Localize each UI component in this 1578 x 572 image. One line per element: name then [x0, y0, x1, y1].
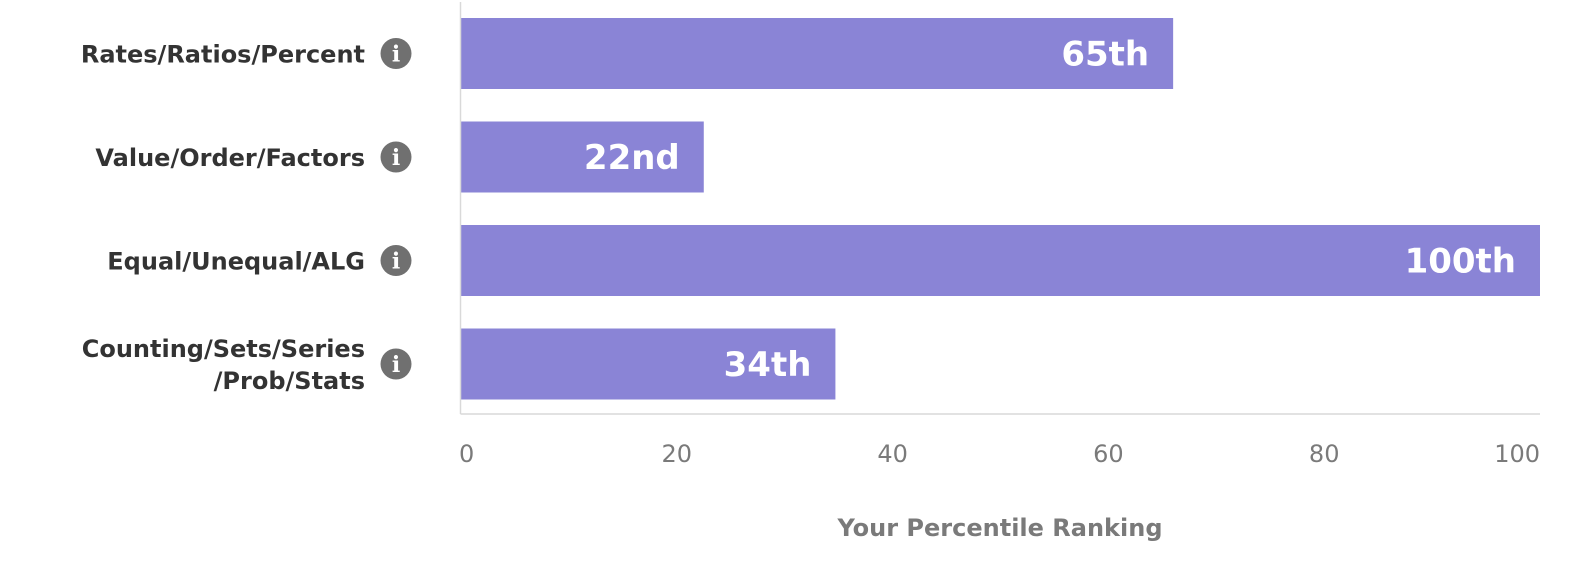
bar: [461, 225, 1540, 296]
category-label: Counting/Sets/Series/Prob/Stats: [82, 335, 365, 395]
svg-text:i: i: [392, 352, 400, 378]
labels-layer: 65th Rates/Ratios/Percent i 22nd Value/Order…: [81, 35, 1516, 396]
bar-value-label: 34th: [724, 345, 812, 385]
bar: [461, 328, 836, 400]
bar-value-label: 22nd: [584, 138, 680, 178]
svg-text:i: i: [392, 145, 400, 171]
svg-text:i: i: [392, 249, 400, 275]
x-tick-label: 0: [459, 440, 474, 468]
category-label-line: Equal/Unequal/ALG: [107, 248, 365, 276]
x-tick-label: 100: [1494, 440, 1540, 468]
info-icon[interactable]: i: [380, 38, 412, 69]
category-label-line: /Prob/Stats: [214, 367, 365, 395]
category-label-line: Rates/Ratios/Percent: [81, 41, 365, 69]
category-label-line: Counting/Sets/Series: [82, 335, 365, 363]
category-label: Value/Order/Factors: [95, 144, 365, 172]
category-label-line: Value/Order/Factors: [95, 144, 365, 172]
svg-text:i: i: [392, 42, 400, 68]
x-tick-label: 40: [877, 440, 908, 468]
bar-value-label: 65th: [1061, 35, 1149, 75]
info-icon[interactable]: i: [380, 348, 412, 380]
x-axis-title: Your Percentile Ranking: [836, 514, 1162, 542]
category-label: Equal/Unequal/ALG: [107, 248, 365, 276]
bar: [461, 18, 1174, 89]
bar: [461, 121, 704, 193]
axis-layer: 0 20 40 60 80 100: [459, 2, 1540, 468]
info-icon[interactable]: i: [380, 245, 412, 276]
bar-value-label: 100th: [1405, 242, 1516, 282]
bars-layer: [461, 18, 1540, 400]
x-tick-label: 80: [1309, 440, 1340, 468]
x-tick-label: 20: [662, 440, 693, 468]
category-label: Rates/Ratios/Percent: [81, 41, 365, 69]
x-tick-label: 60: [1093, 440, 1124, 468]
info-icon[interactable]: i: [380, 141, 412, 173]
